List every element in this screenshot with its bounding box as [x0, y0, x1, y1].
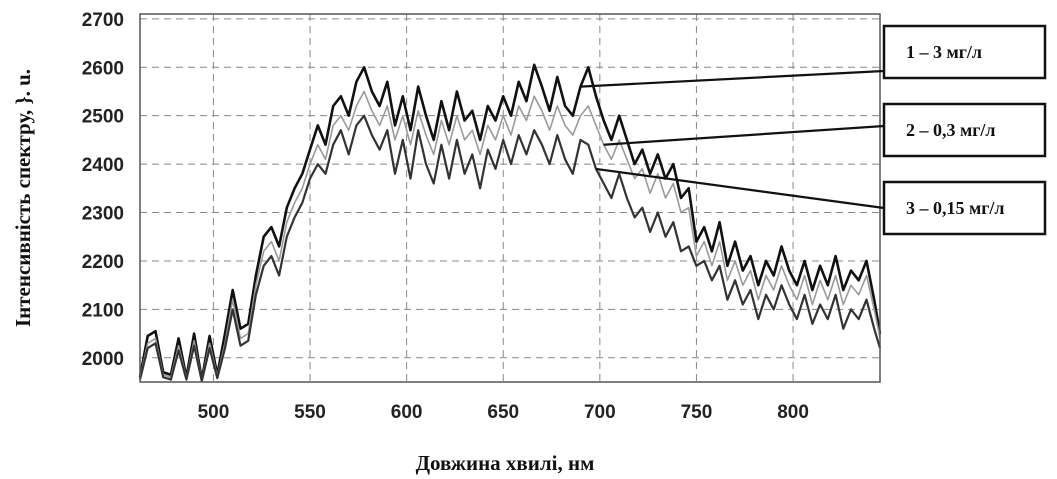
y-tick-label: 2200 — [82, 252, 124, 273]
y-tick-label: 2600 — [82, 58, 124, 79]
legend-label-3: 3 – 0,15 мг/л — [906, 198, 1005, 218]
legend-box-1 — [882, 24, 1047, 80]
legend: 1 – 3 мг/л 2 – 0,3 мг/л 3 – 0,15 мг/л — [580, 24, 1047, 236]
x-tick-label: 600 — [391, 402, 423, 423]
legend-box-3 — [882, 180, 1047, 236]
plot-frame — [139, 13, 881, 383]
legend-box-2 — [882, 102, 1047, 158]
y-tick-label: 2000 — [82, 349, 124, 370]
grid — [140, 14, 880, 382]
legend-leader-1 — [580, 69, 885, 88]
y-tick-label: 2700 — [82, 10, 124, 31]
x-tick-label: 800 — [777, 402, 809, 423]
x-tick-label: 700 — [584, 402, 616, 423]
tick-labels: 500 550 600 650 700 750 800 2000 2100 2200 2300 240… — [82, 10, 809, 423]
series-line-2 — [139, 90, 881, 381]
x-axis-label: Довжина хвилі, нм — [416, 451, 595, 475]
series-lines — [138, 63, 882, 383]
y-tick-label: 2400 — [82, 155, 124, 176]
x-tick-label: 550 — [294, 402, 326, 423]
series-line-1 — [138, 63, 882, 381]
legend-leader-3 — [595, 167, 885, 210]
y-tick-label: 2500 — [82, 107, 124, 128]
legend-label-2: 2 – 0,3 мг/л — [906, 120, 996, 140]
y-tick-label: 2100 — [82, 300, 124, 321]
y-tick-label: 2300 — [82, 204, 124, 225]
legend-label-1: 1 – 3 мг/л — [906, 42, 982, 62]
legend-leader-2 — [603, 124, 885, 146]
series-line-3 — [138, 114, 882, 383]
y-axis-label: Інтенсивність спектру, }. u. — [11, 69, 35, 327]
x-tick-label: 650 — [487, 402, 519, 423]
x-tick-label: 750 — [681, 402, 713, 423]
x-tick-label: 500 — [198, 402, 230, 423]
